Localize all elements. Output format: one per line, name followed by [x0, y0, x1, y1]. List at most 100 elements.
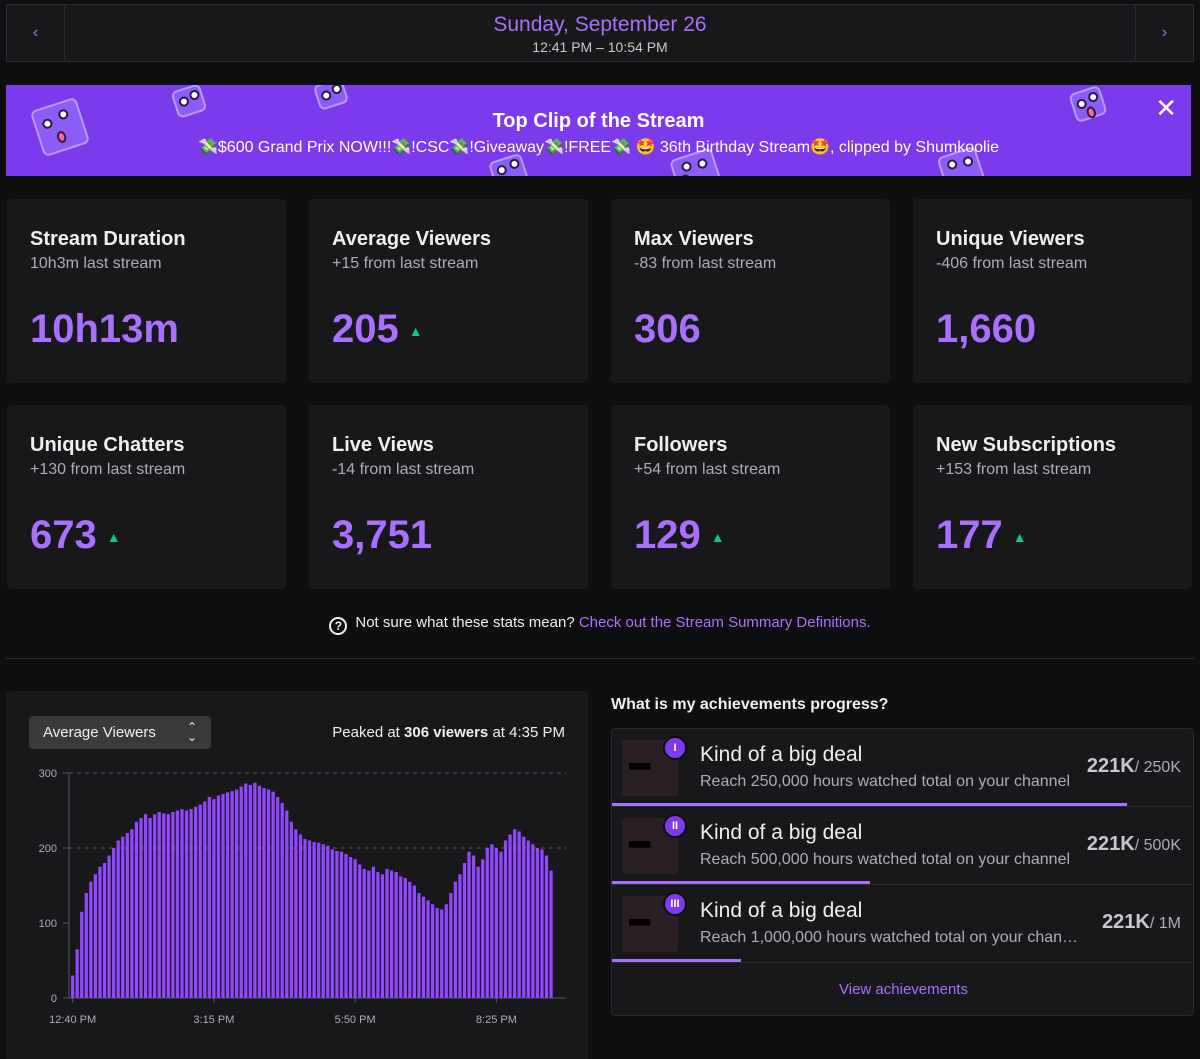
stat-title: New Subscriptions [936, 434, 1117, 456]
date-navigator: ‹ Sunday, September 26 12:41 PM – 10:54 … [6, 4, 1194, 62]
bar [453, 881, 458, 998]
bar [93, 874, 98, 998]
stat-card-followers: Followers +54 from last stream 129 ▲ [611, 405, 890, 589]
up-arrow-icon: ▲ [710, 529, 725, 546]
definitions-link[interactable]: Check out the Stream Summary Definitions… [578, 614, 871, 631]
achievement-title: Kind of a big deal [700, 821, 863, 844]
bar [166, 814, 170, 998]
stat-title: Average Viewers [332, 228, 491, 250]
bar [235, 789, 239, 998]
bar [549, 870, 553, 998]
bar [348, 857, 353, 998]
close-banner-button[interactable]: ✕ [1155, 93, 1177, 124]
bar [194, 806, 198, 998]
bar [239, 786, 243, 998]
stat-value: 10h13m [30, 307, 179, 351]
up-arrow-icon: ▲ [106, 529, 121, 546]
viewers-chart-panel: Average Viewers ⌃ ⌄ Peaked at 306 viewers… [6, 691, 588, 1059]
bar [153, 814, 157, 998]
stat-value: 673 ▲ [30, 513, 121, 557]
view-achievements-link[interactable]: View achievements [839, 981, 968, 998]
bar [317, 842, 321, 998]
stat-value: 205 ▲ [332, 307, 423, 351]
bar [512, 829, 517, 998]
tier-badge: II [663, 814, 687, 838]
next-stream-button[interactable]: › [1135, 5, 1193, 61]
bar [508, 834, 512, 998]
achievement-description: Reach 1,000,000 hours watched total on y… [700, 929, 1080, 946]
date-display: Sunday, September 26 12:41 PM – 10:54 PM [65, 5, 1135, 61]
stat-comparison: -406 from last stream [936, 255, 1088, 272]
bar [244, 783, 248, 998]
achievement-row[interactable]: ▀▀▀ I Kind of a big deal Reach 250,000 h… [612, 729, 1193, 807]
bar [394, 872, 398, 998]
bar [435, 908, 439, 998]
x-tick-label: 5:50 PM [335, 1014, 376, 1026]
achievement-count: 221K/ 1M [1102, 911, 1181, 933]
bar [307, 840, 312, 998]
tier-badge: III [663, 892, 687, 916]
bar [289, 821, 293, 998]
bar [417, 893, 421, 998]
bar [385, 869, 389, 998]
bar [371, 866, 375, 998]
bar [139, 818, 143, 998]
bar [303, 839, 307, 998]
help-question: Not sure what these stats mean? [355, 614, 575, 631]
bar [389, 870, 394, 998]
bar [130, 829, 134, 998]
bar [471, 855, 476, 998]
stat-title: Live Views [332, 434, 434, 456]
bar [80, 911, 84, 998]
stream-time-range: 12:41 PM – 10:54 PM [532, 38, 668, 55]
bar [321, 844, 325, 998]
bar [89, 881, 93, 998]
stat-comparison: -83 from last stream [634, 255, 777, 272]
bar [102, 863, 107, 998]
bar [358, 864, 362, 998]
bar [421, 896, 426, 998]
achievement-row[interactable]: ▀▀▀ III Kind of a big deal Reach 1,000,0… [612, 885, 1193, 963]
x-tick-label: 8:25 PM [476, 1014, 517, 1026]
bar [526, 840, 530, 998]
stats-help: ? Not sure what these stats mean? Check o… [0, 614, 1200, 635]
bar [112, 848, 116, 998]
achievements-panel: ▀▀▀ I Kind of a big deal Reach 250,000 h… [611, 728, 1194, 1016]
achievements-heading: What is my achievements progress? [611, 696, 889, 713]
achievement-description: Reach 250,000 hours watched total on you… [700, 773, 1071, 790]
bar [184, 810, 189, 998]
bar [298, 834, 303, 998]
bar [225, 792, 230, 998]
stat-comparison: -14 from last stream [332, 461, 475, 478]
stat-card-average-viewers: Average Viewers +15 from last stream 205… [309, 199, 588, 383]
previous-stream-button[interactable]: ‹ [7, 5, 65, 61]
bar [517, 831, 521, 998]
bar [440, 909, 444, 998]
stat-card-new-subscriptions: New Subscriptions +153 from last stream … [913, 405, 1192, 589]
stat-title: Followers [634, 434, 728, 456]
bar [75, 949, 79, 998]
bar [380, 874, 385, 998]
bar [476, 866, 480, 998]
bar [544, 855, 549, 998]
bar [221, 794, 225, 998]
y-tick-label: 300 [39, 768, 57, 780]
bar [467, 851, 471, 998]
bar [230, 791, 234, 998]
top-clip-banner[interactable]: Top Clip of the Stream 💸$600 Grand Prix … [6, 85, 1191, 176]
metric-select[interactable]: Average Viewers ⌃ ⌄ [29, 716, 211, 749]
up-down-chevron-icon: ⌃ ⌄ [186, 720, 197, 744]
bar [353, 859, 357, 998]
achievement-row[interactable]: ▀▀▀ II Kind of a big deal Reach 500,000 … [612, 807, 1193, 885]
stat-value: 3,751 [332, 513, 433, 557]
peak-value: 306 viewers [404, 724, 489, 741]
metric-select-value: Average Viewers [43, 724, 156, 741]
stat-card-unique-chatters: Unique Chatters +130 from last stream 67… [7, 405, 286, 589]
bar [71, 975, 75, 998]
bar [481, 859, 485, 998]
stat-title: Max Viewers [634, 228, 754, 250]
bar [143, 814, 148, 998]
bar [399, 876, 403, 998]
bar [266, 789, 271, 998]
clip-title[interactable]: 💸$600 Grand Prix NOW!!!💸!CSC💸!Giveaway💸!… [197, 139, 1000, 156]
